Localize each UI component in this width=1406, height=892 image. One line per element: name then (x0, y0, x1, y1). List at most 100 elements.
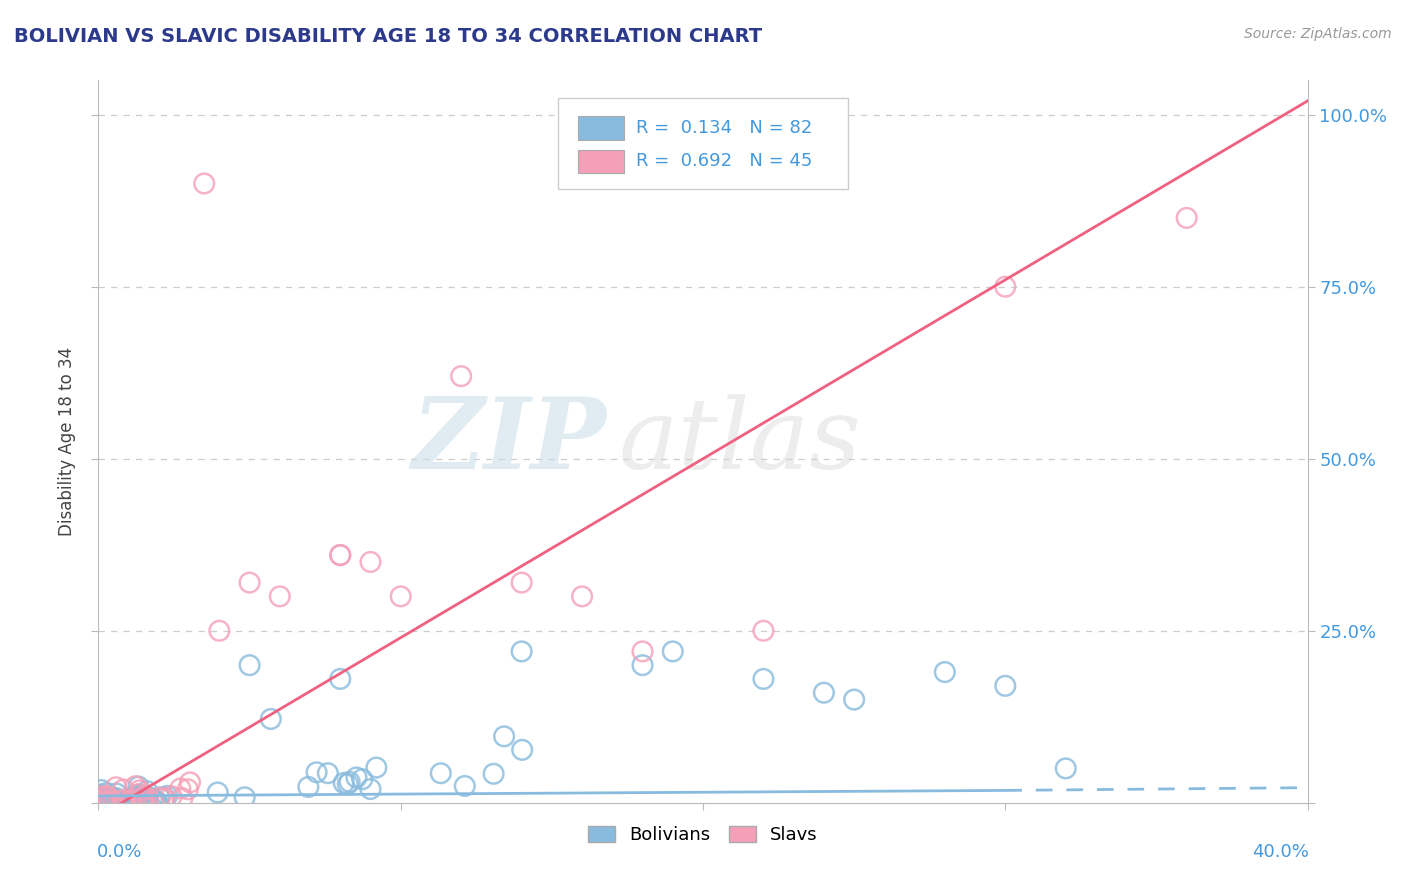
Point (89, 789, 111, 804)
Point (91, 793, 114, 807)
Point (208, 624, 231, 638)
Point (510, 644, 533, 658)
Point (101, 794, 124, 808)
Point (103, 796, 125, 810)
Point (148, 790, 170, 805)
Point (510, 743, 533, 757)
Point (339, 774, 361, 789)
Text: R =  0.692   N = 45: R = 0.692 N = 45 (637, 153, 813, 170)
Point (510, 575, 533, 590)
Point (844, 692, 866, 706)
Point (124, 789, 146, 804)
Point (94, 796, 117, 810)
Point (105, 780, 128, 795)
Point (994, 679, 1017, 693)
Text: 40.0%: 40.0% (1251, 843, 1309, 861)
Point (97, 793, 120, 807)
Point (752, 624, 775, 638)
Point (124, 779, 146, 793)
Point (239, 658, 262, 673)
Point (117, 794, 139, 808)
Point (96, 786, 118, 800)
Point (127, 780, 149, 794)
Point (329, 548, 352, 562)
Point (93, 791, 115, 805)
Text: R =  0.134   N = 82: R = 0.134 N = 82 (637, 119, 813, 137)
Point (346, 771, 368, 785)
Point (115, 793, 138, 807)
Point (96, 793, 118, 807)
Point (366, 760, 388, 774)
Point (107, 793, 129, 807)
Point (994, 279, 1017, 293)
Point (297, 780, 319, 794)
Point (128, 788, 150, 802)
Point (153, 790, 176, 805)
Point (454, 779, 477, 793)
Text: 0.0%: 0.0% (97, 843, 142, 861)
Point (93, 794, 115, 808)
Point (90, 796, 112, 810)
FancyBboxPatch shape (558, 98, 848, 189)
Point (661, 644, 683, 658)
Point (143, 793, 166, 807)
Point (305, 765, 328, 780)
Point (90, 790, 112, 805)
Point (207, 785, 229, 799)
Point (360, 555, 382, 569)
Point (128, 787, 150, 801)
Point (141, 792, 163, 806)
Point (332, 776, 354, 790)
Point (360, 782, 382, 797)
Point (149, 790, 172, 805)
Point (120, 793, 142, 807)
Point (101, 791, 124, 805)
Point (127, 791, 149, 805)
Point (104, 791, 127, 805)
Point (136, 795, 159, 809)
Point (179, 775, 201, 789)
Point (153, 791, 176, 805)
Point (100, 795, 122, 809)
Point (94, 793, 117, 807)
Point (134, 796, 156, 810)
Point (91, 795, 114, 809)
Point (329, 672, 352, 686)
Point (177, 782, 200, 797)
Point (96, 792, 118, 806)
Point (142, 795, 165, 809)
Legend: Bolivians, Slavs: Bolivians, Slavs (581, 819, 825, 852)
Text: atlas: atlas (619, 394, 860, 489)
Point (127, 793, 149, 807)
Point (100, 792, 122, 806)
Y-axis label: Disability Age 18 to 34: Disability Age 18 to 34 (58, 347, 76, 536)
Point (124, 789, 146, 803)
Point (160, 789, 183, 804)
Point (233, 790, 256, 805)
Point (146, 796, 169, 810)
Point (934, 665, 956, 679)
Point (111, 793, 134, 807)
Point (752, 672, 775, 686)
Point (97, 795, 120, 809)
Point (128, 783, 150, 797)
Point (450, 369, 472, 384)
Point (260, 712, 283, 726)
Point (132, 795, 155, 809)
Point (1175, 211, 1198, 225)
Point (352, 772, 374, 787)
Text: Source: ZipAtlas.com: Source: ZipAtlas.com (1244, 27, 1392, 41)
Point (430, 766, 453, 780)
Text: ZIP: ZIP (412, 393, 606, 490)
Point (105, 786, 128, 800)
Point (114, 795, 136, 809)
Point (121, 794, 143, 808)
Text: BOLIVIAN VS SLAVIC DISABILITY AGE 18 TO 34 CORRELATION CHART: BOLIVIAN VS SLAVIC DISABILITY AGE 18 TO … (14, 27, 762, 45)
Point (1054, 761, 1077, 775)
Point (90, 783, 112, 797)
Point (336, 777, 359, 791)
Point (482, 766, 505, 780)
Point (389, 590, 412, 604)
FancyBboxPatch shape (578, 117, 624, 139)
Point (136, 784, 159, 798)
